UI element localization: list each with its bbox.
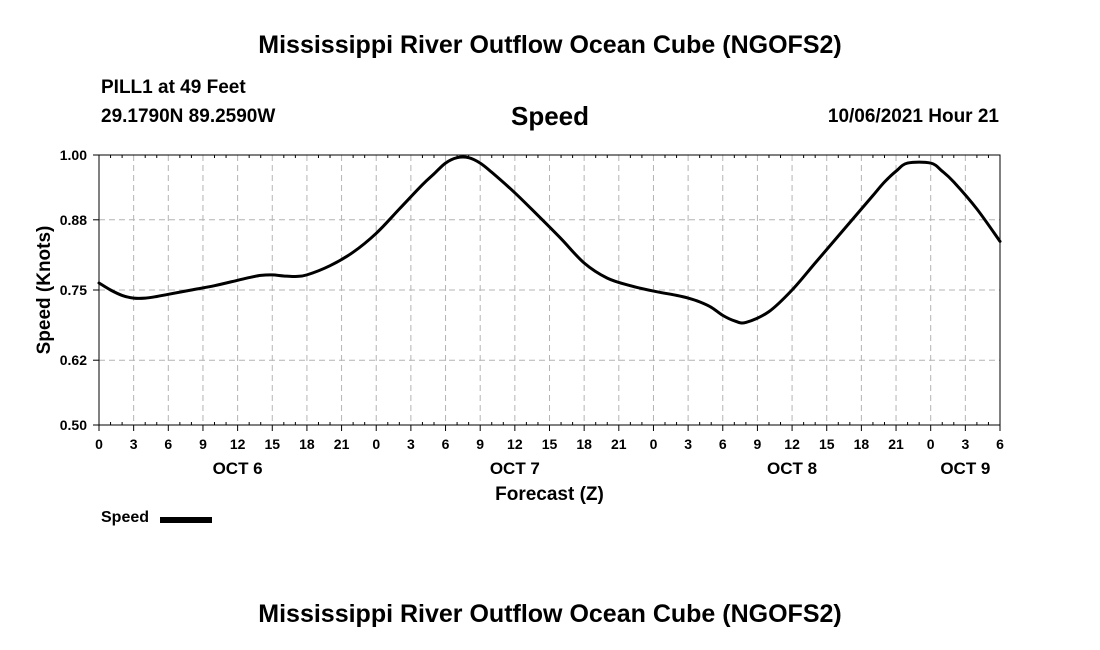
x-tick-label: 9 bbox=[476, 436, 484, 452]
x-tick-label: 6 bbox=[442, 436, 450, 452]
chart-footer-title: Mississippi River Outflow Ocean Cube (NG… bbox=[258, 600, 842, 628]
x-tick-label: 12 bbox=[507, 436, 523, 452]
day-label: OCT 7 bbox=[490, 459, 540, 478]
x-tick-label: 21 bbox=[334, 436, 350, 452]
x-tick-label: 9 bbox=[754, 436, 762, 452]
station-label: PILL1 at 49 Feet bbox=[101, 77, 246, 98]
forecast-datetime: 10/06/2021 Hour 21 bbox=[827, 106, 999, 127]
x-tick-label: 0 bbox=[927, 436, 935, 452]
speed-series-line bbox=[97, 155, 1002, 325]
x-tick-label: 15 bbox=[264, 436, 280, 452]
day-label: OCT 6 bbox=[213, 459, 263, 478]
day-label: OCT 8 bbox=[767, 459, 817, 478]
x-tick-label: 18 bbox=[854, 436, 870, 452]
x-tick-label: 9 bbox=[199, 436, 207, 452]
grid-lines bbox=[99, 155, 1000, 425]
x-tick-label: 3 bbox=[130, 436, 138, 452]
x-tick-label: 18 bbox=[576, 436, 592, 452]
x-tick-label: 12 bbox=[230, 436, 246, 452]
day-label: OCT 9 bbox=[940, 459, 990, 478]
x-axis-label: Forecast (Z) bbox=[495, 484, 604, 505]
x-tick-label: 3 bbox=[684, 436, 692, 452]
x-tick-label: 6 bbox=[996, 436, 1004, 452]
station-coordinates: 29.1790N 89.2590W bbox=[101, 106, 276, 127]
x-tick-label: 6 bbox=[164, 436, 172, 452]
x-tick-label: 3 bbox=[407, 436, 415, 452]
y-tick-label: 1.00 bbox=[60, 147, 87, 163]
y-tick-label: 0.88 bbox=[60, 212, 87, 228]
y-axis-label: Speed (Knots) bbox=[34, 226, 55, 355]
x-tick-label: 0 bbox=[95, 436, 103, 452]
x-tick-label: 0 bbox=[372, 436, 380, 452]
x-tick-label: 0 bbox=[650, 436, 658, 452]
x-tick-label: 6 bbox=[719, 436, 727, 452]
y-tick-label: 0.50 bbox=[60, 417, 87, 433]
legend-line-swatch bbox=[160, 517, 212, 523]
axis-ticks: 0 3 6 9 12 15 18 21 0 3 6 9 12 15 18 21 0 3 6 9 12 15 18 21 0 3 6 0… bbox=[60, 147, 1004, 478]
y-tick-label: 0.75 bbox=[60, 282, 87, 298]
x-tick-label: 21 bbox=[611, 436, 627, 452]
y-tick-label: 0.62 bbox=[60, 352, 87, 368]
legend-label: Speed bbox=[101, 509, 150, 526]
x-tick-label: 15 bbox=[542, 436, 558, 452]
x-tick-label: 15 bbox=[819, 436, 835, 452]
x-tick-label: 21 bbox=[888, 436, 904, 452]
chart-header-title: Mississippi River Outflow Ocean Cube (NG… bbox=[258, 31, 842, 59]
x-tick-label: 3 bbox=[961, 436, 969, 452]
chart-title: Speed bbox=[510, 101, 590, 131]
data-layer bbox=[97, 155, 1002, 325]
x-tick-label: 18 bbox=[299, 436, 315, 452]
x-tick-label: 12 bbox=[784, 436, 800, 452]
